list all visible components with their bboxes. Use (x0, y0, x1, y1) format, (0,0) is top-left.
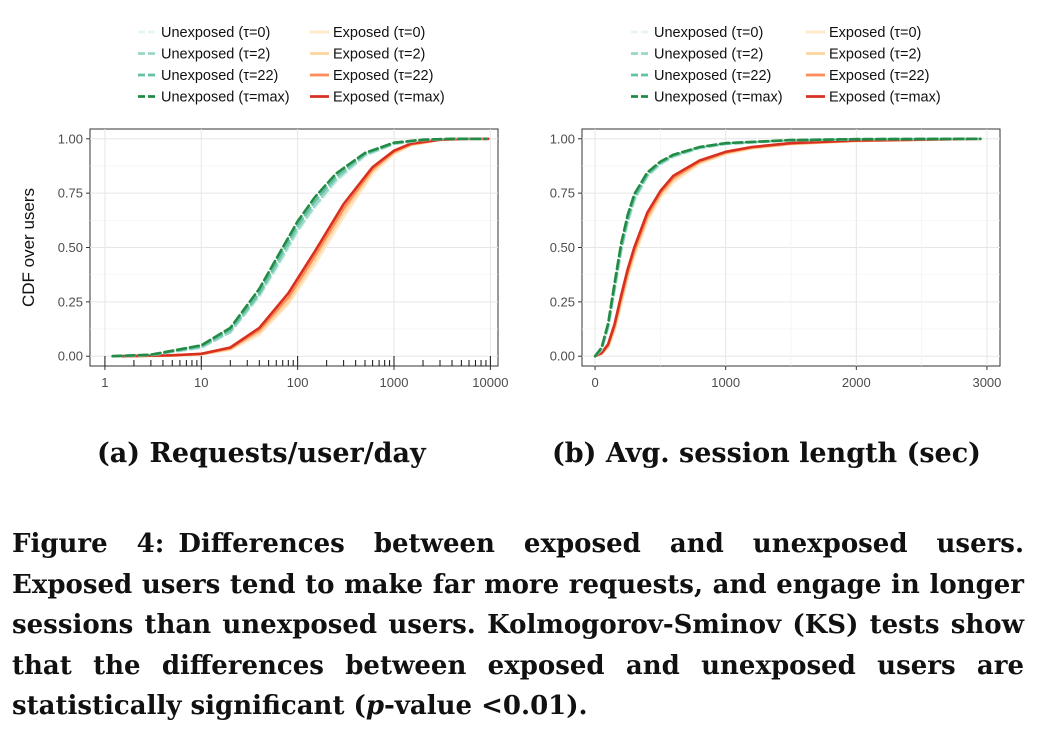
x-tick-label: 2000 (842, 375, 871, 390)
x-tick-label: 1000 (380, 375, 409, 390)
figure-caption: Figure 4: Differences between exposed and… (12, 524, 1024, 727)
y-tick-label: 1.00 (58, 131, 83, 146)
y-tick-label: 0.75 (550, 186, 575, 201)
caption-text-end: -value <0.01). (384, 691, 588, 721)
y-tick-label: 0.25 (58, 294, 83, 309)
caption-p-symbol: p (365, 691, 385, 721)
legend-label: Unexposed (τ=max) (654, 90, 783, 106)
legend-label: Unexposed (τ=22) (161, 68, 278, 84)
chart-panel-requests-per-user-day: 0.00 0.25 0.50 0.75 1.00 1 10 100 1000 10000 CDF o… (19, 25, 508, 469)
legend-label: Exposed (τ=0) (829, 25, 921, 41)
x-tick-label: 0 (591, 375, 598, 390)
panel-subcaption: (b) Avg. session length (sec) (552, 438, 981, 469)
legend-label: Exposed (τ=2) (333, 47, 425, 63)
y-tick-label: 1.00 (550, 131, 575, 146)
legend-label: Exposed (τ=2) (829, 47, 921, 63)
x-tick-label: 100 (287, 375, 309, 390)
legend-label: Unexposed (τ=2) (161, 47, 270, 63)
series-line (593, 137, 982, 358)
series-line (593, 137, 982, 358)
x-tick-label: 10000 (472, 375, 508, 390)
x-tick-label: 3000 (972, 375, 1001, 390)
y-tick-label: 0.00 (550, 349, 575, 364)
legend-label: Exposed (τ=22) (333, 68, 433, 84)
y-tick-label: 0.00 (58, 349, 83, 364)
legend-label: Exposed (τ=0) (333, 25, 425, 41)
y-tick-label: 0.50 (58, 240, 83, 255)
chart-panel-avg-session-length: 0.00 0.25 0.50 0.75 1.00 0 1000 2000 3000 Unexpos… (550, 25, 1002, 469)
x-tick-label: 1000 (711, 375, 740, 390)
legend-label: Exposed (τ=22) (829, 68, 929, 84)
y-tick-label: 0.50 (550, 240, 575, 255)
series-line (111, 137, 488, 358)
caption-text: Differences between exposed and unexpose… (12, 529, 1024, 721)
legend-label: Exposed (τ=max) (829, 90, 941, 106)
y-tick-label: 0.75 (58, 186, 83, 201)
legend-label: Unexposed (τ=22) (654, 68, 771, 84)
x-tick-label: 10 (194, 375, 208, 390)
x-tick-label: 1 (101, 375, 108, 390)
caption-label: Figure 4: (12, 529, 165, 559)
panel-subcaption: (a) Requests/user/day (97, 438, 427, 469)
legend-label: Exposed (τ=max) (333, 90, 445, 106)
legend-label: Unexposed (τ=2) (654, 47, 763, 63)
y-tick-label: 0.25 (550, 294, 575, 309)
legend-label: Unexposed (τ=max) (161, 90, 290, 106)
y-axis-label: CDF over users (19, 188, 38, 307)
legend-label: Unexposed (τ=0) (654, 25, 763, 41)
legend-label: Unexposed (τ=0) (161, 25, 270, 41)
